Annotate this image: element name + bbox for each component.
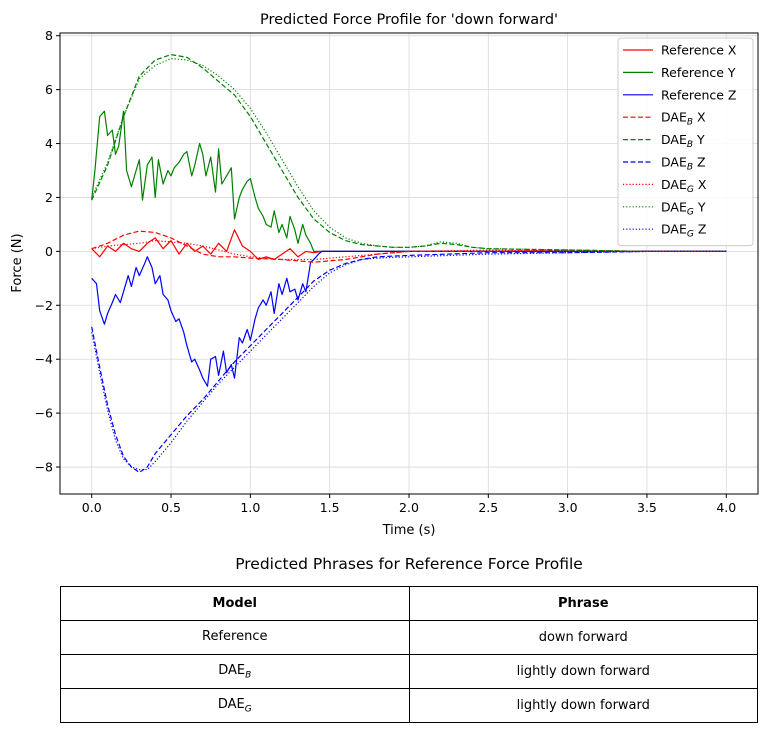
x-tick-label: 2.0 xyxy=(399,500,419,515)
model-subscript: B xyxy=(245,670,252,681)
legend-label-suffix: Z xyxy=(694,222,707,237)
x-tick-label: 1.0 xyxy=(240,500,260,515)
legend-label: Reference Z xyxy=(661,87,736,102)
legend-label-subscript: G xyxy=(687,230,694,240)
x-axis-ticks: 0.0 0.5 1.0 1.5 2.0 2.5 3.0 3.5 4.0 xyxy=(82,494,736,515)
model-cell: DAEG xyxy=(60,688,410,723)
table-row: Reference down forward xyxy=(60,620,758,655)
series-line-reference-z xyxy=(91,250,727,387)
y-tick-label: −8 xyxy=(35,460,53,475)
x-tick-label: 3.0 xyxy=(558,500,578,515)
y-tick-label: 8 xyxy=(45,28,53,43)
x-tick-label: 4.0 xyxy=(716,500,736,515)
y-tick-label: −6 xyxy=(35,406,53,421)
legend-label-base: DAE xyxy=(661,155,687,170)
x-tick-label: 2.5 xyxy=(478,500,498,515)
y-tick-label: 2 xyxy=(45,190,53,205)
legend-label-subscript: B xyxy=(687,118,693,128)
y-tick-label: 4 xyxy=(45,136,53,151)
table-header-row: Model Phrase xyxy=(60,586,758,621)
force-profile-chart: Predicted Force Profile for 'down forwar… xyxy=(10,12,759,538)
legend-label: DAEG X xyxy=(661,177,707,195)
y-axis-label: Force (N) xyxy=(10,233,25,292)
legend-label-suffix: Y xyxy=(694,199,706,214)
series-lines xyxy=(91,53,727,473)
header-phrase: Phrase xyxy=(408,586,758,621)
legend-label-base: DAE xyxy=(661,222,687,237)
legend-box xyxy=(617,37,754,247)
x-tick-label: 0.0 xyxy=(82,500,102,515)
legend-label-base: DAE xyxy=(661,199,687,214)
legend-label-base: Reference X xyxy=(661,43,737,58)
legend-label: Reference X xyxy=(661,43,737,58)
model-subscript: G xyxy=(244,704,252,715)
series-line-daeg-y xyxy=(91,57,727,252)
x-tick-label: 1.5 xyxy=(320,500,340,515)
phrase-cell: down forward xyxy=(408,620,758,655)
legend-label-subscript: B xyxy=(687,140,693,150)
legend-label-subscript: B xyxy=(687,163,693,173)
legend-label: Reference Y xyxy=(661,65,736,80)
legend-label-base: DAE xyxy=(661,110,687,125)
series-line-daeb-y xyxy=(91,53,727,252)
x-tick-label: 0.5 xyxy=(161,500,181,515)
legend-label-subscript: G xyxy=(687,207,694,217)
legend-label-base: DAE xyxy=(661,132,687,147)
legend-label-suffix: Y xyxy=(693,132,705,147)
legend-label: DAEG Z xyxy=(661,222,706,240)
model-name: Reference xyxy=(202,628,268,644)
legend-label-suffix: X xyxy=(694,177,707,192)
legend-label: DAEB X xyxy=(661,110,706,128)
phrase-cell: lightly down forward xyxy=(408,654,758,689)
y-tick-label: 6 xyxy=(45,82,53,97)
x-axis-label: Time (s) xyxy=(382,523,436,538)
model-name: DAE xyxy=(218,662,246,678)
header-model: Model xyxy=(60,586,410,621)
model-cell: Reference xyxy=(60,620,410,655)
model-name: DAE xyxy=(217,696,245,712)
table-row: DAEB lightly down forward xyxy=(60,654,758,689)
legend-label-suffix: X xyxy=(693,110,706,125)
series-line-daeb-x xyxy=(91,230,727,263)
model-cell: DAEB xyxy=(60,654,410,689)
phrase-cell: lightly down forward xyxy=(408,688,758,723)
series-line-reference-y xyxy=(91,110,727,252)
legend-label: DAEB Z xyxy=(661,155,706,173)
legend-label-base: Reference Y xyxy=(661,65,736,80)
y-axis-ticks: −8 −6 −4 −2 0 2 4 6 8 xyxy=(35,28,60,475)
chart-title: Predicted Force Profile for 'down forwar… xyxy=(260,12,558,28)
legend-label-suffix: Z xyxy=(693,155,706,170)
y-tick-label: 0 xyxy=(45,244,53,259)
table-row: DAEG lightly down forward xyxy=(60,688,758,723)
series-line-daeg-z xyxy=(91,250,727,471)
x-tick-label: 3.5 xyxy=(637,500,657,515)
y-tick-label: −4 xyxy=(35,352,53,367)
legend-label-subscript: G xyxy=(687,185,694,195)
legend-label: DAEG Y xyxy=(661,199,706,217)
phrases-table: Model Phrase Reference down forward DAEB… xyxy=(60,586,758,723)
legend-label: DAEB Y xyxy=(661,132,705,150)
table-title: Predicted Phrases for Reference Force Pr… xyxy=(235,555,583,573)
legend-label-base: DAE xyxy=(661,177,687,192)
y-tick-label: −2 xyxy=(35,298,53,313)
legend-label-base: Reference Z xyxy=(661,87,736,102)
